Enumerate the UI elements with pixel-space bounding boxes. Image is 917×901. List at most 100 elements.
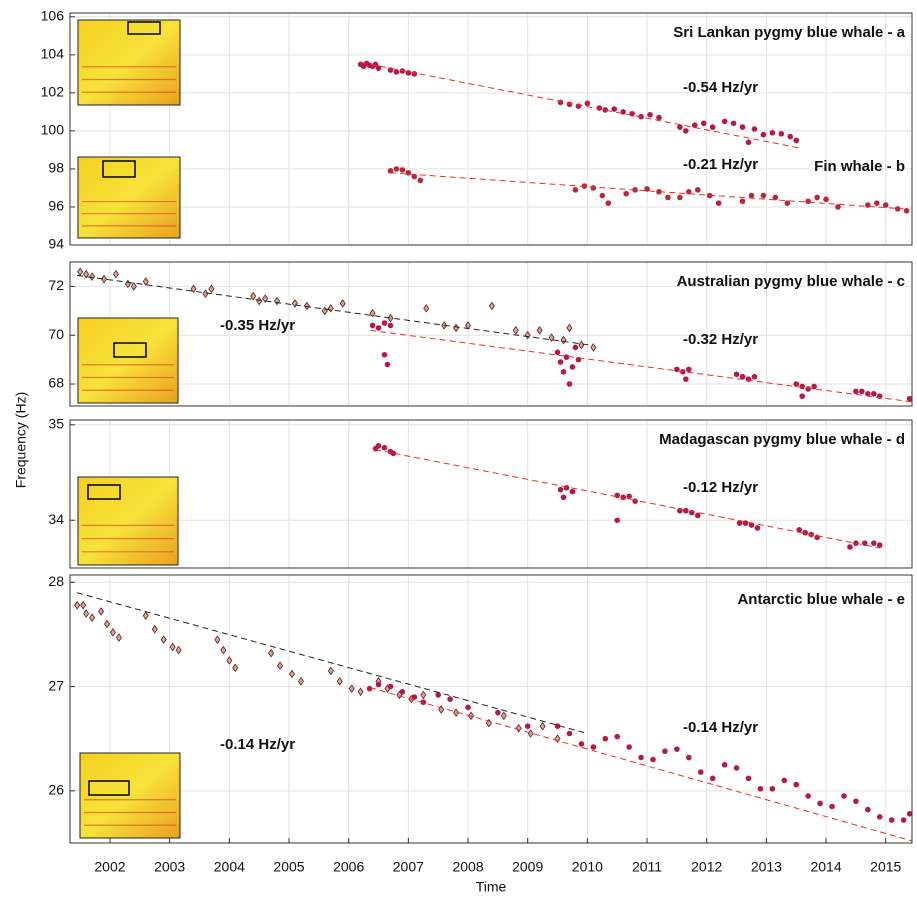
data-point: [151, 624, 158, 634]
y-tick-label: 26: [48, 782, 64, 798]
data-point: [805, 793, 811, 799]
data-point: [554, 349, 561, 356]
y-tick-label: 106: [41, 8, 65, 24]
data-point: [644, 186, 650, 192]
data-point: [89, 272, 96, 281]
data-point: [614, 733, 621, 740]
data-point: [536, 326, 543, 335]
data-point: [599, 192, 606, 199]
data-point: [297, 677, 304, 686]
data-point: [226, 656, 233, 665]
data-point: [739, 373, 746, 380]
data-point: [853, 540, 859, 546]
data-point: [647, 111, 653, 118]
panel-title: Australian pygmy blue whale - c: [677, 273, 905, 290]
data-point: [614, 492, 621, 499]
data-point: [623, 190, 629, 197]
data-point: [366, 685, 373, 692]
data-point: [656, 188, 662, 195]
data-point: [411, 173, 418, 180]
panel-title: Fin whale - b: [814, 158, 905, 175]
plot-area: [70, 13, 912, 245]
data-point: [590, 343, 597, 352]
data-point: [760, 192, 767, 199]
data-point: [387, 322, 394, 329]
panel: 2002 2003 2004 2005 2006 2007 2008 2009 2010 2011…: [48, 573, 913, 895]
x-tick-label: 2007: [393, 859, 424, 875]
data-point: [876, 814, 883, 820]
data-point: [560, 369, 567, 375]
inset-box: [127, 21, 161, 35]
data-point: [739, 124, 746, 130]
data-point: [677, 124, 683, 130]
data-point: [399, 688, 406, 695]
data-point: [232, 663, 239, 673]
x-tick-label: 2015: [870, 859, 901, 875]
data-point: [847, 544, 853, 550]
data-point: [811, 383, 817, 390]
trend-line: [374, 449, 880, 549]
data-point: [115, 633, 122, 642]
plot-frame: [69, 261, 913, 407]
data-point: [405, 70, 412, 76]
x-tick-label: 2004: [214, 859, 245, 875]
data-point: [793, 381, 800, 387]
data-point: [83, 269, 90, 279]
data-point: [169, 642, 176, 652]
data-point: [291, 299, 298, 308]
data-point: [665, 194, 671, 201]
data-point: [74, 600, 81, 610]
y-tick-label: 100: [41, 122, 65, 138]
data-point: [876, 542, 883, 548]
data-point: [563, 354, 570, 360]
data-point: [405, 169, 412, 176]
data-point: [560, 494, 567, 501]
data-point: [793, 781, 800, 788]
x-tick-label: 2009: [512, 859, 543, 875]
data-point: [781, 777, 788, 784]
data-point: [733, 765, 740, 771]
data-point: [175, 645, 182, 655]
data-point: [894, 206, 901, 212]
data-point: [650, 756, 656, 763]
panel-title: Madagascan pygmy blue whale - d: [659, 431, 905, 448]
y-tick-label: 34: [48, 511, 64, 527]
plot-area: [70, 420, 912, 568]
data-point: [829, 803, 835, 810]
data-point: [751, 373, 758, 380]
data-point: [539, 721, 546, 731]
plot-frame: [69, 574, 913, 844]
data-point: [220, 645, 227, 655]
data-point: [683, 507, 689, 514]
data-point: [563, 484, 570, 491]
data-point: [906, 811, 913, 817]
data-point: [882, 202, 889, 208]
panel: 94 96 98 100 102 104 106 -0.54 Hz/yr -0.21 Hz/yr…: [41, 8, 913, 252]
plot-frame: [69, 12, 913, 246]
data-point: [632, 498, 638, 504]
data-point: [465, 704, 471, 711]
data-point: [103, 619, 111, 629]
data-point: [865, 806, 871, 813]
x-tick-label: 2006: [333, 859, 364, 875]
y-tick-label: 68: [48, 375, 64, 391]
data-point: [662, 748, 668, 755]
data-point: [369, 308, 376, 318]
data-point: [674, 746, 680, 752]
y-tick-label: 102: [41, 84, 65, 100]
data-point: [387, 168, 394, 174]
data-point: [557, 359, 564, 365]
data-point: [787, 133, 794, 140]
data-point: [686, 188, 692, 195]
data-point: [626, 493, 632, 500]
data-point: [876, 393, 883, 400]
data-point: [262, 294, 269, 303]
data-point: [566, 730, 573, 737]
x-tick-label: 2008: [452, 859, 483, 875]
data-point: [900, 817, 907, 823]
data-point: [853, 798, 859, 805]
y-axis-label: Frequency (Hz): [13, 392, 29, 488]
y-tick-label: 104: [41, 46, 65, 62]
data-point: [769, 785, 776, 792]
plot-frame: [69, 419, 913, 569]
